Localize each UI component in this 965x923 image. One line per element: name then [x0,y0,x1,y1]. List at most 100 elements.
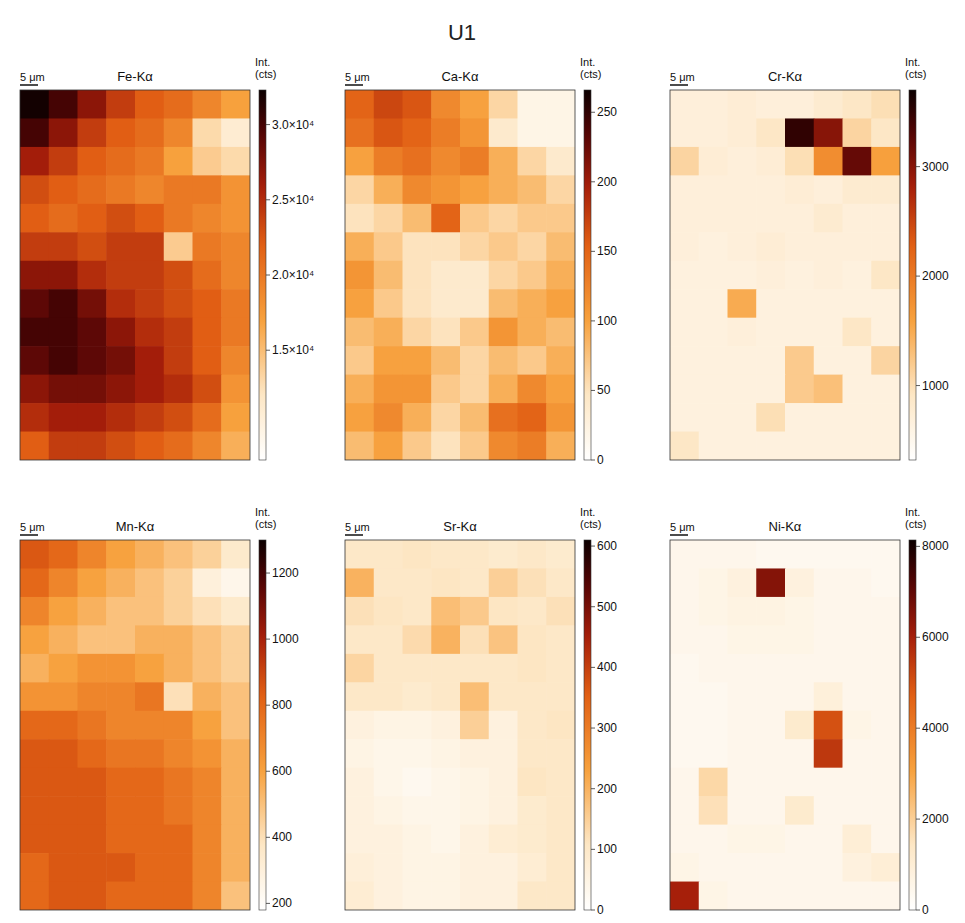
heat-cell [221,90,250,119]
heat-cell [78,375,107,404]
heat-cell [460,654,489,683]
heat-cell [699,540,728,569]
colorbar-tick [916,910,920,911]
heat-cell [78,654,107,683]
heat-cell [78,796,107,825]
heat-cell [518,796,547,825]
heat-cell [728,768,757,797]
heat-cell [164,568,193,597]
heat-cell [460,597,489,626]
heat-cell [193,682,222,711]
heat-cell [871,204,900,233]
colorbar-tick [916,728,920,729]
heat-cell [193,568,222,597]
heat-cell [871,711,900,740]
heat-cell [20,118,49,147]
heat-cell [221,625,250,654]
heat-cell [164,654,193,683]
heat-cell [20,289,49,318]
image-frame [20,540,250,910]
heat-cell [871,289,900,318]
image-frame [670,540,900,910]
heat-cell [546,540,575,569]
heat-cell [756,261,785,290]
heat-cell [164,882,193,910]
colorbar-tick-label: 1000 [922,379,949,393]
heat-cell [20,346,49,375]
heat-cell [431,90,460,119]
heat-cell [871,318,900,347]
colorbar-label: Int.(cts) [905,56,926,80]
heat-cell [49,147,78,176]
colorbar-tick-label: 3000 [922,160,949,174]
colorbar-tick-label: 150 [597,244,617,258]
heat-cell [814,682,843,711]
heat-cell [728,346,757,375]
heat-cell [403,625,432,654]
heat-cell [871,118,900,147]
heat-cell [403,882,432,910]
heat-cell [871,375,900,404]
heat-cell [78,346,107,375]
heat-cell [871,625,900,654]
heat-cell [49,882,78,910]
cells [670,540,900,910]
heat-cell [374,204,403,233]
heat-cell [460,853,489,882]
heat-cell [221,318,250,347]
heat-cell [135,403,164,432]
colorbar-label-line: Int. [580,56,595,68]
heat-cell [135,432,164,460]
heat-cell [403,796,432,825]
colorbar-tick [266,350,270,351]
heat-cell [135,346,164,375]
heat-cell [374,768,403,797]
heat-cell [670,825,699,854]
heat-cell [518,204,547,233]
heat-cell [221,853,250,882]
heat-cell [164,403,193,432]
heat-cell [518,625,547,654]
heat-cell [728,318,757,347]
heat-cell [843,739,872,768]
heat-cell [670,204,699,233]
heat-cell [49,711,78,740]
heat-cell [374,654,403,683]
heat-cell [49,796,78,825]
heat-cell [403,403,432,432]
heat-cell [699,825,728,854]
scale-bar [670,84,688,86]
heat-cell [164,853,193,882]
heat-cell [193,432,222,460]
colorbar-tick [591,181,595,182]
heat-cell [49,540,78,569]
heat-cell [728,654,757,683]
heat-cell [546,739,575,768]
heat-cell [670,318,699,347]
heat-cell [20,625,49,654]
heat-cell [345,232,374,261]
heat-cell [843,682,872,711]
heat-cell [843,540,872,569]
heat-cell [135,796,164,825]
heat-cell [460,118,489,147]
heat-cell [670,597,699,626]
colorbar-tick-label: 6000 [922,630,949,644]
heat-cell [460,432,489,460]
heat-cell [193,175,222,204]
colorbar-tick-label: 0 [922,903,929,917]
heat-cell [756,90,785,119]
heat-cell [728,432,757,460]
heat-cell [489,375,518,404]
heat-cell [670,654,699,683]
heat-cell [460,882,489,910]
heat-cell [345,204,374,233]
heat-cell [374,403,403,432]
heat-cell [756,375,785,404]
heat-cell [164,768,193,797]
heat-cell [193,796,222,825]
heat-cell [106,118,135,147]
heat-cell [135,711,164,740]
heat-cell [221,597,250,626]
heat-cell [699,796,728,825]
